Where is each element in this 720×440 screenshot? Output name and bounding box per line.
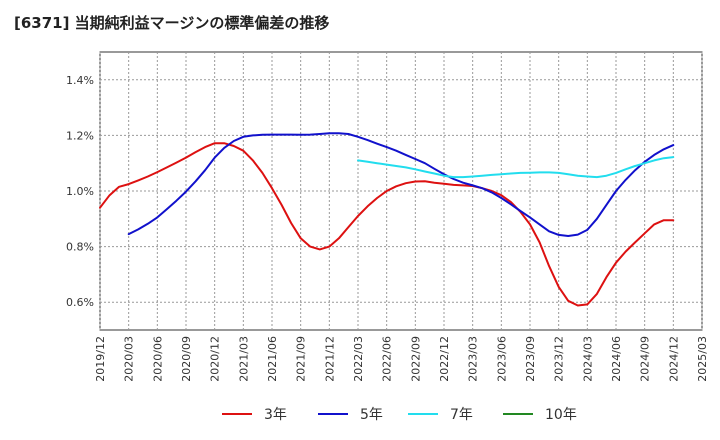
legend-label: 3年 — [264, 407, 287, 423]
y-tick-label: 1.2% — [66, 129, 94, 142]
legend-label: 5年 — [360, 407, 383, 423]
y-tick-label: 0.8% — [66, 241, 94, 254]
legend-label: 7年 — [450, 407, 473, 423]
x-tick-label: 2021/09 — [295, 336, 308, 382]
x-tick-label: 2024/03 — [581, 336, 594, 382]
x-tick-label: 2021/03 — [237, 336, 250, 382]
x-tick-label: 2023/06 — [495, 336, 508, 382]
x-tick-label: 2022/06 — [381, 336, 394, 382]
series-line-5年 — [127, 132, 675, 237]
x-tick-label: 2020/12 — [209, 336, 222, 382]
x-tick-label: 2023/03 — [467, 336, 480, 382]
x-tick-label: 2024/09 — [639, 336, 652, 382]
x-tick-label: 2021/06 — [266, 336, 279, 382]
x-tick-label: 2020/09 — [180, 336, 193, 382]
x-tick-label: 2023/09 — [524, 336, 537, 382]
x-tick-label: 2024/06 — [610, 336, 623, 382]
x-tick-label: 2021/12 — [323, 336, 336, 382]
x-tick-label: 2023/12 — [553, 336, 566, 382]
series-line-3年 — [99, 142, 675, 307]
x-tick-label: 2020/03 — [123, 336, 136, 382]
x-tick-label: 2024/12 — [667, 336, 680, 382]
x-tick-label: 2025/03 — [696, 336, 709, 382]
y-tick-label: 1.4% — [66, 74, 94, 87]
x-tick-label: 2022/12 — [438, 336, 451, 382]
x-tick-label: 2020/06 — [151, 336, 164, 382]
y-tick-label: 0.6% — [66, 296, 94, 309]
x-tick-label: 2019/12 — [94, 336, 107, 382]
y-tick-label: 1.0% — [66, 185, 94, 198]
x-tick-label: 2022/03 — [352, 336, 365, 382]
legend-label: 10年 — [545, 407, 577, 423]
series-line-7年 — [357, 156, 675, 179]
x-tick-label: 2022/09 — [409, 336, 422, 382]
chart-title: [6371] 当期純利益マージンの標準偏差の推移 — [14, 14, 330, 32]
